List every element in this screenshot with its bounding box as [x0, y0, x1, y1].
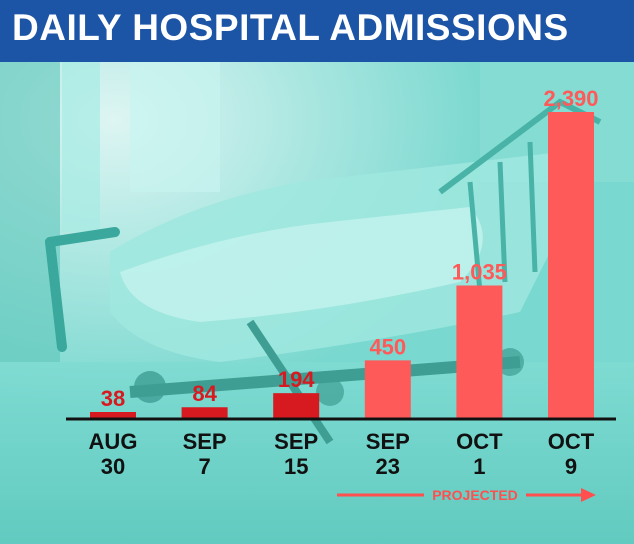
- x-tick-label-4-line-1: 1: [473, 454, 485, 479]
- x-tick-label-1-line-1: 7: [198, 454, 210, 479]
- value-label-4: 1,035: [452, 259, 507, 284]
- x-tick-label-4-line-0: OCT: [456, 429, 503, 454]
- bar-5: [548, 112, 594, 418]
- title-bar: DAILY HOSPITAL ADMISSIONS: [0, 0, 634, 62]
- projected-label: PROJECTED: [432, 487, 518, 503]
- projected-arrow-head: [581, 488, 596, 502]
- bar-3: [364, 360, 411, 418]
- value-labels-group: 38 84 194 450 1,035 2,390: [101, 86, 599, 411]
- x-tick-label-0-line-1: 30: [101, 454, 125, 479]
- x-tick-label-3-line-1: 23: [376, 454, 400, 479]
- value-label-5: 2,390: [543, 86, 598, 111]
- x-tick-label-3-line-0: SEP: [366, 429, 410, 454]
- bars-group: [90, 112, 594, 418]
- value-label-0: 38: [101, 386, 125, 411]
- x-tick-label-5-line-1: 9: [565, 454, 577, 479]
- bar-1: [181, 407, 228, 418]
- x-tick-label-0-line-0: AUG: [89, 429, 138, 454]
- projected-annotation: PROJECTED: [337, 487, 596, 503]
- x-tick-label-2-line-1: 15: [284, 454, 308, 479]
- value-label-2: 194: [278, 367, 315, 392]
- chart-title: DAILY HOSPITAL ADMISSIONS: [12, 7, 569, 48]
- x-tick-label-2-line-0: SEP: [274, 429, 318, 454]
- value-label-1: 84: [192, 381, 217, 406]
- value-label-3: 450: [369, 334, 406, 359]
- bar-2: [273, 393, 320, 418]
- bar-0: [90, 412, 136, 418]
- x-tick-label-5-line-0: OCT: [548, 429, 595, 454]
- x-tick-label-1-line-0: SEP: [183, 429, 227, 454]
- bar-4: [456, 285, 503, 418]
